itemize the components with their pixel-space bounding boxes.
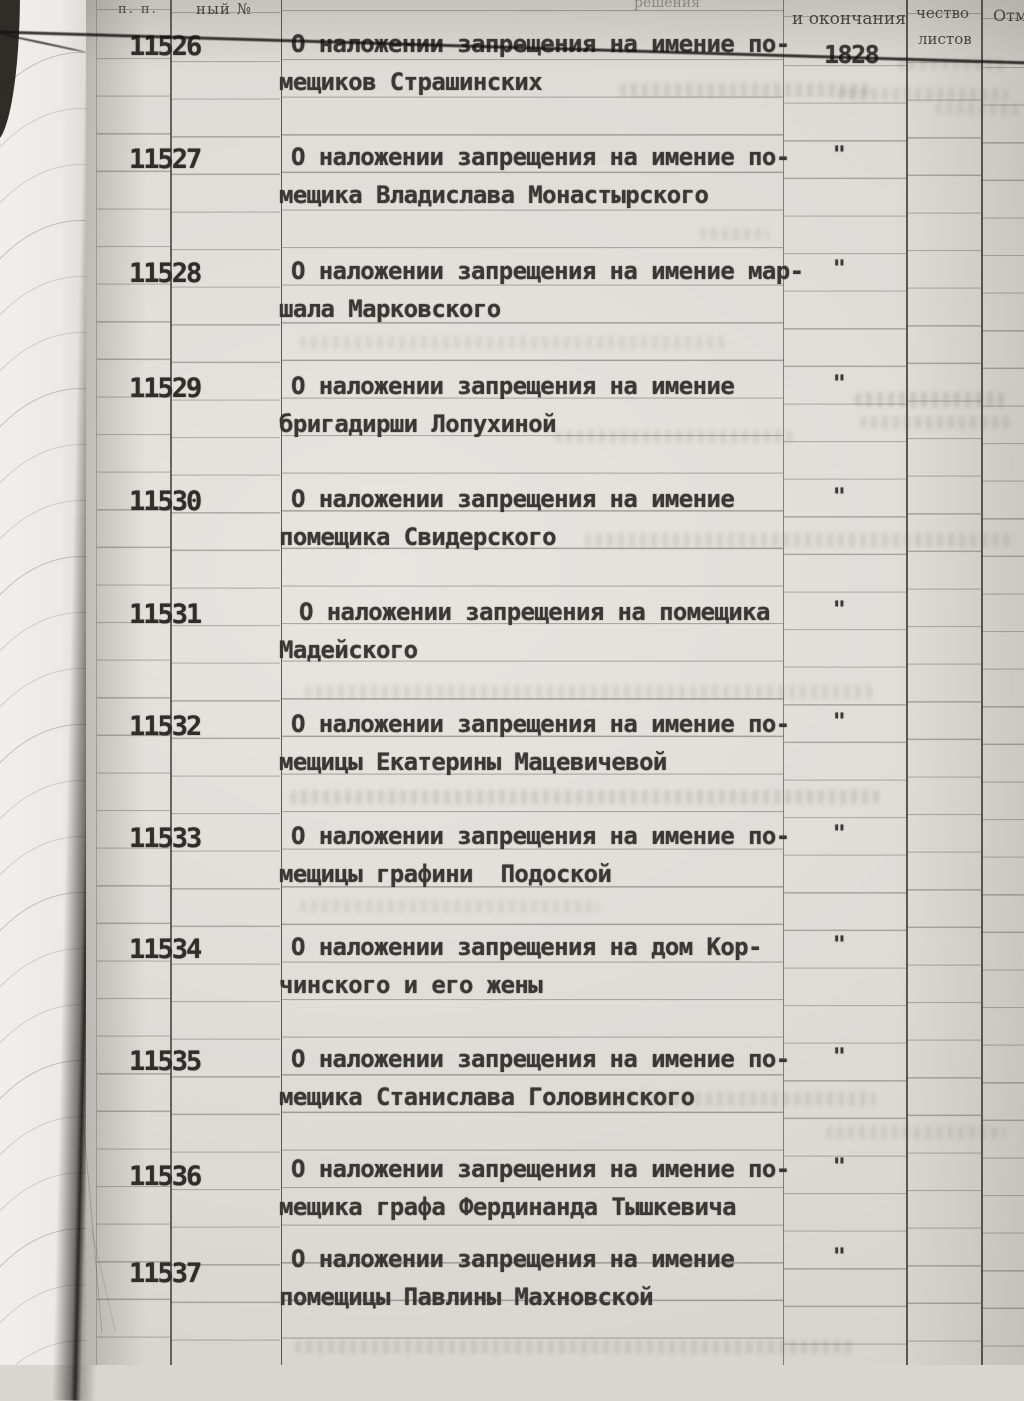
entry-text-line1: О наложении запрещения на имение по- bbox=[291, 1155, 790, 1183]
column-line bbox=[280, 0, 283, 1365]
entry-text-line1: О наложении запрещения на имение мар- bbox=[291, 257, 804, 285]
bleed-smudge bbox=[700, 228, 770, 240]
entry-text-line2: помещицы Павлины Махновской bbox=[279, 1283, 654, 1311]
entry-text-line1: О наложении запрещения на имение по- bbox=[291, 1045, 790, 1073]
entry-date-ditto: " bbox=[833, 142, 846, 166]
register-page bbox=[86, 0, 1024, 1365]
ruled-lines bbox=[171, 0, 280, 1365]
entry-text-line2: помещика Свидерского bbox=[279, 523, 557, 551]
entry-number: 11528 bbox=[129, 258, 202, 289]
entry-date-ditto: " bbox=[833, 371, 846, 395]
entry-number: 11532 bbox=[129, 711, 202, 742]
bleed-smudge bbox=[596, 1092, 876, 1106]
entry-date: 1828 bbox=[824, 40, 880, 69]
entry-text-line2: бригадирши Лопухиной bbox=[279, 410, 557, 438]
entry-number: 11531 bbox=[129, 599, 202, 630]
bleed-smudge bbox=[295, 1340, 855, 1354]
bleed-smudge bbox=[898, 58, 1008, 70]
bleed-smudge bbox=[555, 430, 795, 443]
bleed-smudge bbox=[620, 83, 870, 97]
entry-date-ditto: " bbox=[833, 256, 846, 280]
entry-text-line1: О наложении запрещения на имение bbox=[291, 372, 735, 400]
entry-text-line2: мещика Станислава Головинского bbox=[279, 1083, 695, 1111]
column-header-dates: и окончания bbox=[792, 9, 906, 29]
column-header-number: ный № bbox=[196, 0, 252, 18]
entry-number: 11537 bbox=[129, 1258, 202, 1289]
bleed-smudge bbox=[826, 1126, 1006, 1139]
column-header-sheets-line1: чество bbox=[916, 4, 969, 22]
column-line bbox=[96, 0, 97, 1365]
entry-date-ditto: " bbox=[833, 932, 846, 956]
entry-date-ditto: " bbox=[833, 484, 846, 508]
ruled-lines bbox=[282, 0, 783, 1365]
bleed-smudge bbox=[838, 88, 1008, 101]
bleed-smudge bbox=[855, 392, 1005, 407]
entry-date-ditto: " bbox=[833, 709, 846, 733]
column-header-notes-fragment: Отм bbox=[993, 6, 1024, 25]
entry-text-line2: мещицы графини Подоской bbox=[279, 860, 612, 888]
entry-number: 11526 bbox=[129, 31, 202, 62]
column-line bbox=[783, 0, 785, 1365]
ruled-lines bbox=[784, 0, 906, 1365]
bleed-smudge bbox=[935, 103, 1020, 115]
entry-number: 11533 bbox=[129, 823, 202, 854]
bleed-smudge bbox=[300, 900, 600, 913]
entry-text-line1: О наложении запрещения на имение по- bbox=[291, 710, 790, 738]
entry-text-line1: О наложении запрещения на имение по- bbox=[291, 143, 790, 171]
bleed-smudge bbox=[290, 790, 880, 804]
entry-date-ditto: " bbox=[833, 821, 846, 845]
entry-text-line2: мещика графа Фердинанда Тышкевича bbox=[279, 1193, 737, 1221]
ruled-lines bbox=[982, 0, 1024, 1365]
bleed-smudge bbox=[585, 533, 1015, 547]
ruled-lines bbox=[907, 0, 981, 1365]
entry-text-line2: мещицы Екатерины Мацевичевой bbox=[279, 748, 667, 776]
entry-date-ditto: " bbox=[833, 1154, 846, 1178]
entry-number: 11529 bbox=[129, 373, 202, 404]
entry-text-line2: Мадейского bbox=[279, 636, 418, 664]
column-line bbox=[906, 0, 908, 1365]
column-header-sheets-line2: листов bbox=[918, 30, 972, 48]
column-line bbox=[170, 0, 172, 1365]
entry-number: 11530 bbox=[129, 486, 202, 517]
column-header-order: п. п. bbox=[118, 2, 158, 17]
bleed-smudge bbox=[860, 416, 1010, 429]
entry-date-ditto: " bbox=[833, 1044, 846, 1068]
column-line bbox=[981, 0, 983, 1365]
entry-number: 11536 bbox=[129, 1161, 202, 1192]
entry-text-line1: О наложении запрещения на имение по- bbox=[291, 30, 790, 58]
entry-text-line1: О наложении запрещения на помещика bbox=[299, 598, 770, 626]
entry-text-line1: О наложении запрещения на дом Кор- bbox=[291, 933, 762, 961]
entry-text-line2: чинского и его жены bbox=[279, 971, 543, 999]
entry-number: 11535 bbox=[129, 1046, 202, 1077]
entry-text-line2: мещика Владислава Монастырского bbox=[279, 181, 709, 209]
entry-date-ditto: " bbox=[833, 1244, 846, 1268]
bleed-smudge bbox=[300, 336, 730, 349]
entry-text-line1: О наложении запрещения на имение по- bbox=[291, 822, 790, 850]
bleed-smudge bbox=[305, 685, 875, 699]
entry-text-line2: мещиков Страшинских bbox=[279, 68, 543, 96]
entry-date-ditto: " bbox=[833, 597, 846, 621]
entry-text-line1: О наложении запрещения на имение bbox=[291, 1245, 735, 1273]
entry-text-line1: О наложении запрещения на имение bbox=[291, 485, 735, 513]
entry-number: 11527 bbox=[129, 144, 202, 175]
column-header-description-fragment: решения bbox=[634, 0, 701, 11]
entry-text-line2: шала Марковского bbox=[279, 295, 501, 323]
entry-number: 11534 bbox=[129, 934, 202, 965]
ruled-lines bbox=[97, 0, 170, 1365]
